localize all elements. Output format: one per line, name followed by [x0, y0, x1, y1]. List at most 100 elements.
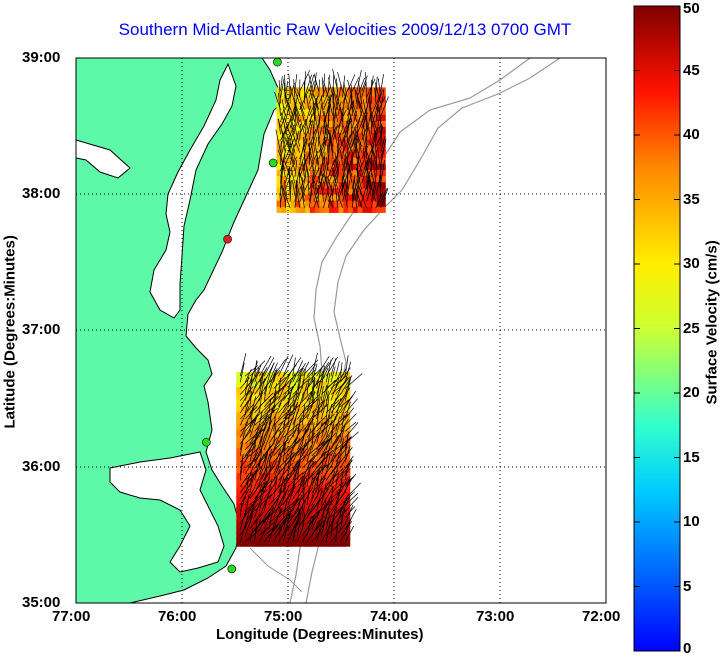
velocity-arrow [325, 506, 337, 524]
velocity-cell [260, 372, 270, 382]
velocity-cell [288, 384, 298, 394]
velocity-arrow [291, 157, 296, 172]
velocity-arrow [332, 74, 335, 92]
velocity-arrow [259, 421, 268, 444]
velocity-cell [376, 142, 386, 152]
y-tick-label: 37:00 [22, 321, 61, 338]
velocity-cell [245, 433, 255, 443]
velocity-cell [274, 408, 284, 418]
velocity-cell [288, 507, 298, 517]
velocity-arrow [302, 445, 312, 463]
velocity-cell [371, 203, 381, 213]
velocity-cell [357, 124, 367, 134]
velocity-cell [371, 136, 381, 146]
velocity-cell [319, 191, 329, 201]
velocity-arrow [306, 503, 315, 518]
velocity-arrow [316, 400, 325, 414]
velocity-cell [314, 154, 324, 164]
velocity-arrow [283, 500, 296, 512]
velocity-arrow [268, 362, 278, 383]
velocity-arrow [332, 106, 334, 129]
velocity-arrow [326, 156, 329, 172]
velocity-arrow [375, 89, 383, 110]
velocity-cell [348, 179, 358, 189]
velocity-cell [260, 457, 270, 467]
velocity-arrow [282, 496, 289, 518]
velocity-cell [367, 148, 377, 158]
velocity-arrow [347, 144, 349, 165]
velocity-cell [324, 93, 334, 103]
velocity-arrow [316, 361, 329, 383]
velocity-arrow [333, 101, 339, 123]
velocity-arrow [321, 507, 330, 530]
velocity-cell [326, 439, 336, 449]
velocity-cell [274, 439, 284, 449]
velocity-cell [236, 519, 246, 529]
velocity-cell [352, 105, 362, 115]
velocity-cell [279, 390, 289, 400]
velocity-cell [312, 408, 322, 418]
velocity-arrow [273, 424, 277, 444]
velocity-arrow [380, 188, 389, 208]
velocity-cell [274, 390, 284, 400]
velocity-cell [236, 445, 246, 455]
velocity-arrow [344, 376, 352, 395]
velocity-arrow [244, 368, 252, 383]
velocity-arrow [311, 512, 320, 530]
velocity-cell [371, 93, 381, 103]
velocity-arrow [268, 523, 281, 536]
velocity-arrow [308, 74, 315, 98]
velocity-arrow [282, 476, 288, 499]
velocity-cell [255, 494, 265, 504]
velocity-arrow [320, 168, 324, 184]
velocity-cell [295, 167, 305, 177]
velocity-cell [236, 421, 246, 431]
velocity-cell [367, 191, 377, 201]
velocity-arrow [370, 132, 377, 153]
velocity-cell [284, 451, 293, 461]
velocity-cell [288, 464, 298, 474]
velocity-arrow [295, 106, 300, 123]
velocity-cell [326, 488, 336, 498]
velocity-arrow [273, 508, 283, 524]
velocity-cell [286, 203, 296, 213]
velocity-cell [343, 203, 353, 213]
velocity-cell [290, 105, 300, 115]
velocity-cell [357, 130, 367, 140]
velocity-cell [367, 87, 377, 97]
velocity-arrow [311, 352, 318, 377]
velocity-cell [255, 513, 265, 523]
velocity-cell [319, 99, 329, 109]
velocity-cell [264, 427, 274, 437]
velocity-arrow [280, 76, 283, 92]
velocity-cell [357, 142, 367, 152]
velocity-arrow [327, 74, 330, 92]
velocity-cell [362, 87, 372, 97]
velocity-cell [341, 488, 351, 498]
velocity-cell [336, 415, 346, 425]
velocity-arrow [357, 138, 363, 153]
velocity-arrow [280, 112, 286, 129]
velocity-arrow [323, 96, 330, 110]
y-tick-label: 39:00 [22, 49, 61, 66]
velocity-cell [341, 408, 351, 418]
velocity-cell [322, 445, 332, 455]
velocity-cell [309, 197, 319, 207]
velocity-cell [312, 396, 322, 406]
velocity-arrow [292, 423, 298, 438]
x-tick-label: 77:00 [52, 608, 91, 625]
velocity-cell [300, 191, 310, 201]
velocity-arrow [330, 486, 334, 505]
velocity-arrow [281, 129, 286, 153]
velocity-cell [281, 130, 291, 140]
velocity-arrow [285, 191, 287, 208]
velocity-arrow [362, 147, 367, 172]
velocity-cell [298, 537, 308, 547]
velocity-cell [303, 378, 313, 388]
velocity-cell [288, 457, 298, 467]
velocity-arrow [313, 100, 318, 123]
velocity-cell [314, 185, 324, 195]
velocity-cell [317, 513, 327, 523]
velocity-cell [336, 476, 346, 486]
velocity-cell [309, 136, 319, 146]
